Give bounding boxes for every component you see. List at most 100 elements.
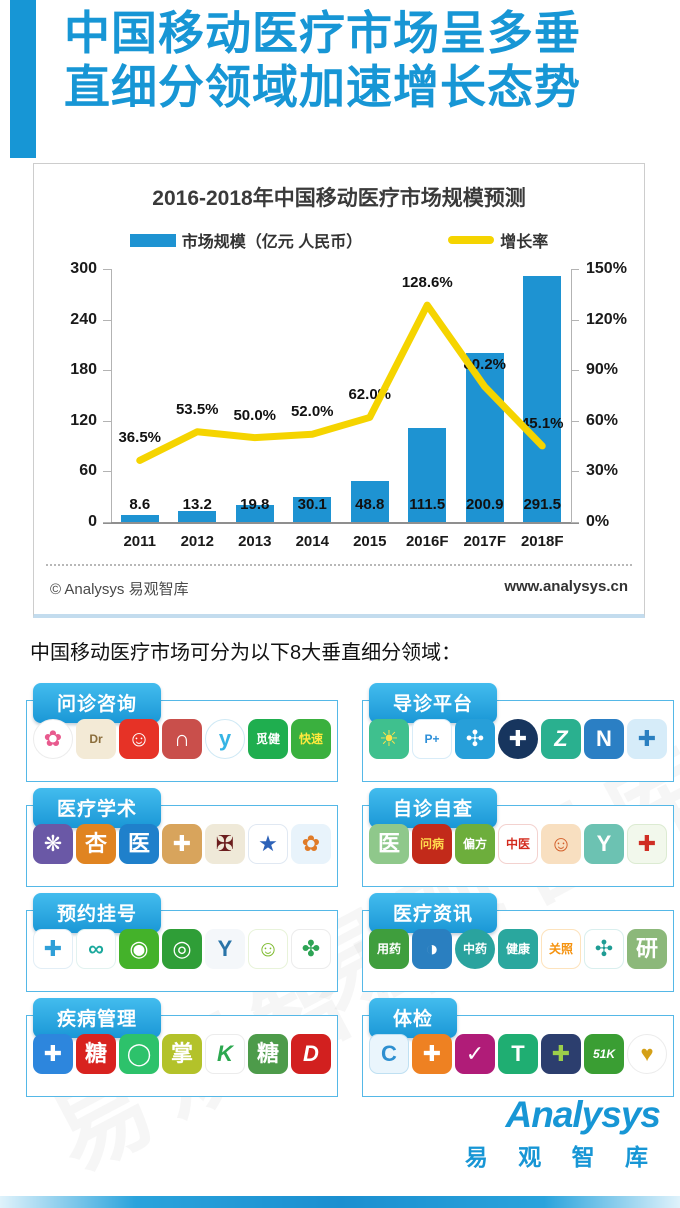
right-axis-tick [571, 269, 579, 270]
app-icon: 偏方 [455, 824, 495, 864]
app-icon: ✚ [33, 1034, 73, 1074]
legend-label: 增长率 [500, 234, 549, 251]
chart-divider [46, 564, 632, 566]
app-icon: K [205, 1034, 245, 1074]
x-axis-category-label: 2014 [295, 533, 329, 550]
right-axis-label: 0% [586, 513, 610, 530]
app-icon: ✚ [498, 719, 538, 759]
app-icon: 糖 [76, 1034, 116, 1074]
app-icon: 51K [584, 1034, 624, 1074]
bar-legend-swatch [129, 233, 176, 247]
app-icon: 觅健 [248, 719, 288, 759]
left-axis-tick [103, 522, 111, 523]
chart-legend: 市场规模（亿元 人民币） 增长率 [34, 228, 644, 252]
app-icon: N [584, 719, 624, 759]
app-icon: 掌 [162, 1034, 202, 1074]
app-icon: P+ [412, 719, 452, 759]
bar-2014 [293, 497, 332, 522]
category-box-体检: 体检 C ✚ ✓ T ✚ 51K ♥ [362, 998, 674, 1097]
app-icon: ☺ [248, 929, 288, 969]
right-axis-tick [571, 370, 579, 372]
legend-label: 市场规模（亿元 人民币） [181, 234, 363, 251]
app-icon: Y [584, 824, 624, 864]
line-legend-swatch [448, 236, 495, 244]
page-title-line1: 中国移动医疗市场呈多垂 [64, 7, 581, 59]
app-icon: 医 [119, 824, 159, 864]
chart-plot: 300 150% 240 120% 180 90% 120 60% 60 30% 0 0% 8.6 201… [34, 164, 644, 614]
left-axis-label: 0 [88, 513, 97, 530]
app-icon: Dr [76, 719, 116, 759]
left-axis-label: 180 [70, 361, 97, 379]
app-icon: ✤ [291, 929, 331, 969]
right-axis-tick [571, 319, 579, 321]
app-icon: D [291, 1034, 331, 1074]
x-axis-category-label: 2015 [353, 533, 387, 550]
app-icon: 中药 [455, 929, 495, 969]
right-axis-tick [571, 471, 579, 473]
app-icon: ∩ [162, 719, 202, 759]
app-icon: 问病 [412, 824, 452, 864]
category-tab-label: 医疗资讯 [369, 893, 498, 933]
category-box-医疗资讯: 医疗资讯 用药 ◑ 中药 健康 关照 ✣ 研 [362, 893, 674, 992]
app-icon: ✚ [627, 824, 667, 864]
category-tab-label: 疾病管理 [33, 998, 162, 1038]
bar-2013 [235, 505, 274, 522]
left-axis-label: 240 [70, 310, 97, 328]
category-box-问诊咨询: 问诊咨询 ✿ Dr ☺ ∩ y 觅健 快速 [26, 683, 338, 782]
bar-2018F [523, 276, 562, 522]
left-axis-label: 60 [79, 462, 97, 480]
copyright-text: © Analysys 易观智库 [50, 581, 189, 598]
section-heading: 中国移动医疗市场可分为以下8大垂直细分领域： [30, 642, 462, 664]
app-icon: ❋ [33, 824, 73, 864]
app-icon: 用药 [369, 929, 409, 969]
left-axis-tick [103, 269, 111, 270]
app-icon: ✣ [455, 719, 495, 759]
app-icon: 糖 [248, 1034, 288, 1074]
app-icon: Y [205, 929, 245, 969]
app-icon: ✓ [455, 1034, 495, 1074]
bottom-accent-bar [0, 1196, 680, 1208]
axis-line [571, 269, 572, 522]
category-box-疾病管理: 疾病管理 ✚ 糖 ◯ 掌 K 糖 D [26, 998, 338, 1097]
growth-rate-label: 128.6% [401, 274, 453, 292]
axis-line [111, 269, 112, 522]
left-axis-tick [103, 370, 111, 372]
app-icon: C [369, 1034, 409, 1074]
right-axis-label: 90% [586, 361, 619, 379]
app-icon: ◎ [162, 929, 202, 969]
x-axis-category-label: 2011 [123, 533, 157, 550]
legend-item: 市场规模（亿元 人民币） [129, 228, 363, 252]
app-icon: ☺ [541, 824, 581, 864]
app-icon: ☀ [369, 719, 409, 759]
x-axis-category-label: 2012 [180, 533, 214, 550]
app-icon: ★ [248, 824, 288, 864]
bar-2012 [178, 511, 217, 522]
legend-item: 增长率 [448, 228, 548, 252]
app-icon: ∞ [76, 929, 116, 969]
bar-value-label: 8.6 [129, 496, 151, 513]
category-tab-label: 体检 [369, 998, 458, 1038]
app-icon: ✚ [412, 1034, 452, 1074]
app-icon: 杏 [76, 824, 116, 864]
right-axis-label: 30% [586, 462, 619, 480]
app-icon: ◯ [119, 1034, 159, 1074]
category-grid: 问诊咨询 ✿ Dr ☺ ∩ y 觅健 快速 导诊平台 ☀ P+ ✣ ✚ Z N ✚ 医疗学术 ❋ 杏医 ✚ ✠ ★ ✿ 自诊自… [26, 683, 674, 1097]
website-link[interactable]: www.analysys.cn [504, 578, 628, 595]
app-icon-row: 医问病 偏方 中医 ☺ Y ✚ [369, 824, 667, 864]
x-axis-category-label: 2018F [520, 533, 564, 550]
page-title: 中国移动医疗市场呈多垂 直细分领域加速增长态势 [64, 6, 664, 115]
growth-rate-label: 62.0% [348, 386, 392, 404]
x-axis-line [103, 522, 579, 524]
app-icon: Z [541, 719, 581, 759]
app-icon-row: C ✚ ✓ T ✚ 51K ♥ [369, 1034, 667, 1074]
category-box-预约挂号: 预约挂号 ✚ ∞ ◉ ◎ Y ☺ ✤ [26, 893, 338, 992]
analysys-logo: Analysys 易 观 智 库 [465, 1094, 661, 1172]
app-icon: T [498, 1034, 538, 1074]
left-axis-tick [103, 471, 111, 473]
app-icon: 医 [369, 824, 409, 864]
right-axis-tick [571, 522, 579, 523]
app-icon-row: ✚ ∞ ◉ ◎ Y ☺ ✤ [33, 929, 331, 969]
growth-rate-label: 52.0% [290, 403, 334, 421]
app-icon-row: 用药 ◑ 中药 健康 关照 ✣ 研 [369, 929, 667, 969]
chart-title: 2016-2018年中国移动医疗市场规模预测 [152, 187, 526, 210]
